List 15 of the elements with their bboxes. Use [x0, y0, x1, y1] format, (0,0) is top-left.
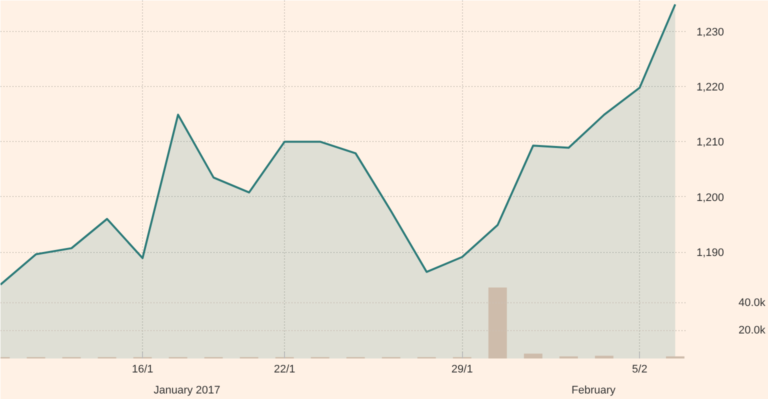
y-tick-label: 1,190 [696, 247, 724, 260]
bar [594, 356, 614, 358]
y2-tick-label: 40.0k [738, 296, 766, 309]
y-tick-label: 1,210 [696, 136, 724, 149]
y-tick-label: 1,220 [696, 82, 724, 94]
bar [524, 354, 542, 358]
x-tick-label: 16/1 [132, 364, 154, 376]
y2-tick-label: 20.0k [738, 324, 766, 337]
y-tick-label: 1,200 [696, 192, 724, 204]
x-tick-label: 29/1 [451, 364, 473, 376]
y-tick-label: 1,230 [696, 26, 724, 38]
text: January 2017 [154, 384, 220, 396]
text: February [572, 384, 616, 396]
x-tick-label: 22/1 [274, 364, 296, 376]
x-tick-label: 5/2 [632, 364, 648, 376]
